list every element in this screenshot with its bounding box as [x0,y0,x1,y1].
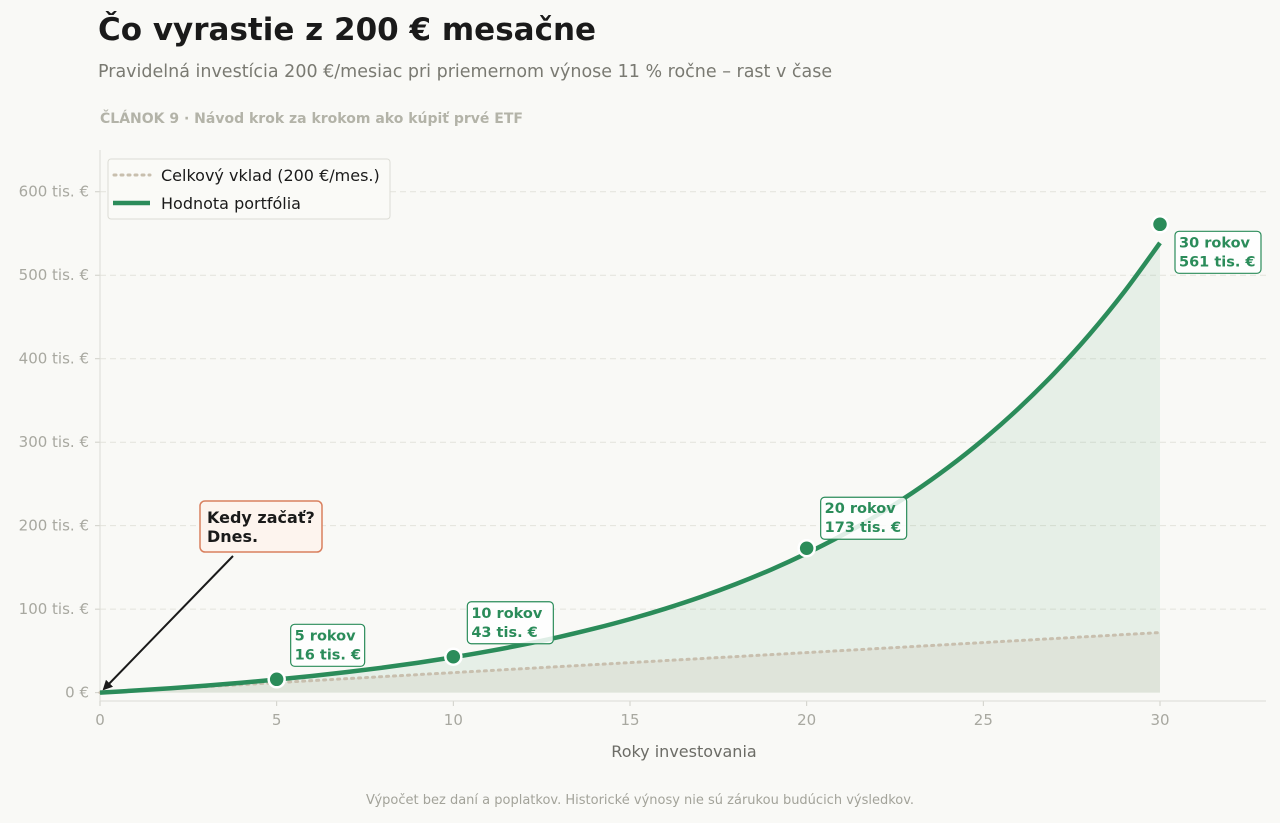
x-tick-label: 15 [620,711,639,729]
chart-title: Čo vyrastie z 200 € mesačne [98,12,597,48]
x-tick-label: 0 [95,711,105,729]
article-kicker: ČLÁNOK 9 · Návod krok za krokom ako kúpi… [100,111,523,127]
callout-line2: Dnes. [207,527,258,546]
x-tick-label: 20 [797,711,816,729]
contributions-area [100,632,1160,693]
milestone-box [1174,230,1262,274]
x-tick-label: 5 [272,711,282,729]
y-tick-label: 500 tis. € [19,266,89,284]
legend-label-portfolio: Hodnota portfólia [161,194,301,213]
x-tick-label: 30 [1150,711,1169,729]
y-tick-label: 0 € [65,684,89,702]
portfolio-area [100,242,1160,693]
legend-box [107,158,391,220]
chart-subtitle: Pravidelná investícia 200 €/mesiac pri p… [98,62,833,82]
milestone-label-years: 30 rokov [1179,235,1251,251]
x-tick-label: 10 [444,711,463,729]
callout-box [199,500,323,553]
milestone-point [444,647,463,667]
legend-label-contributions: Celkový vklad (200 €/mes.) [161,166,380,185]
milestone-box [820,496,908,540]
milestone-point [1150,215,1170,234]
y-tick-label: 200 tis. € [19,517,89,535]
y-tick-label: 600 tis. € [19,183,89,201]
milestone-box [466,601,554,645]
milestone-point [797,538,816,558]
y-tick-label: 300 tis. € [19,433,89,451]
milestone-label-value: 43 tis. € [471,625,537,641]
y-tick-label: 100 tis. € [19,600,89,618]
milestone-label-years: 10 rokov [471,606,543,622]
y-tick-label: 400 tis. € [19,350,89,368]
milestone-label-years: 20 rokov [825,501,897,517]
milestone-label-value: 561 tis. € [1179,254,1256,270]
milestone-point [267,670,286,689]
callout-arrow [102,555,234,691]
milestone-label-value: 16 tis. € [295,647,361,663]
legend: Celkový vklad (200 €/mes.) Hodnota portf… [107,158,391,220]
footer-note: Výpočet bez daní a poplatkov. Historické… [365,793,915,808]
milestone-label-value: 173 tis. € [825,520,902,536]
x-axis-label: Roky investovania [611,742,756,761]
tick-labels: 0 € 100 tis. € 200 tis. € 300 tis. € 400 tis… [19,183,1170,729]
milestone-annotations: 5 rokov 16 tis. € 10 rokov 43 tis. € 20 roko… [290,230,1262,667]
callout: Kedy začať? Dnes. [102,500,323,691]
x-tick-label: 25 [974,711,993,729]
chart-areas [100,242,1160,693]
milestone-label-years: 5 rokov [295,628,356,644]
callout-line1: Kedy začať? [207,508,315,527]
milestone-box [290,623,366,667]
milestone-markers [267,215,1170,689]
